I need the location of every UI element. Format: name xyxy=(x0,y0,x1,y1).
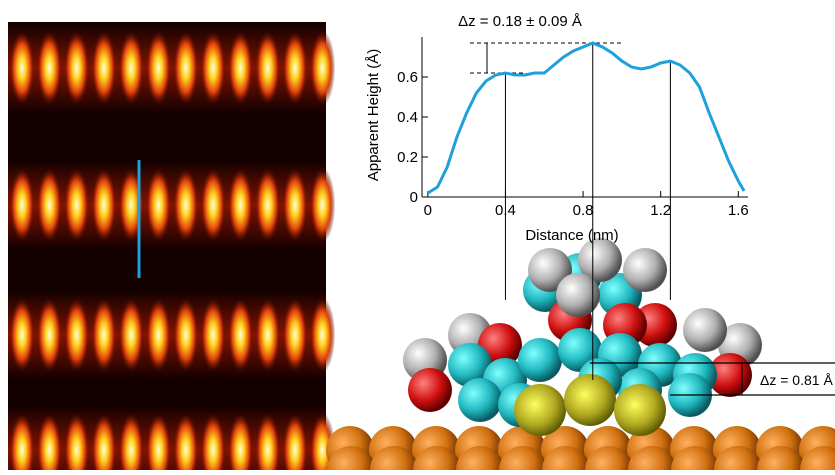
stm-blob xyxy=(64,297,90,373)
stm-blob xyxy=(91,297,117,373)
y-tick-label: 0 xyxy=(410,189,418,206)
stm-blob xyxy=(282,167,308,243)
annotation: Δz = 0.81 Å xyxy=(760,372,833,388)
x-tick-label: 0 xyxy=(424,202,432,219)
stm-blob xyxy=(227,167,253,243)
stm-blob xyxy=(173,297,199,373)
stm-blob xyxy=(146,30,172,106)
stm-blob xyxy=(146,297,172,373)
atom xyxy=(408,368,452,412)
sulfur-atom xyxy=(514,384,566,436)
stm-image xyxy=(8,22,335,470)
stm-blob xyxy=(36,30,62,106)
stm-blob xyxy=(118,30,144,106)
stm-blob xyxy=(282,30,308,106)
stm-blob xyxy=(309,297,335,373)
stm-blob xyxy=(200,297,226,373)
stm-blob xyxy=(146,167,172,243)
stm-blob xyxy=(64,30,90,106)
profile-line xyxy=(428,43,744,193)
stm-blob xyxy=(9,297,35,373)
stm-blob xyxy=(255,167,281,243)
x-tick-label: 0.8 xyxy=(573,202,594,219)
atom xyxy=(623,248,667,292)
stm-blob xyxy=(309,167,335,243)
stm-blob xyxy=(64,167,90,243)
x-axis-label: Distance (nm) xyxy=(525,227,618,244)
y-tick-label: 0.2 xyxy=(397,149,418,166)
stm-blob xyxy=(36,167,62,243)
line-chart: Δz = 0.18 ± 0.09 Å Δz = 0.81 Å Distance … xyxy=(365,13,833,388)
molecule-model xyxy=(326,238,835,470)
sulfur-atom xyxy=(614,384,666,436)
y-tick-label: 0.4 xyxy=(397,109,418,126)
y-axis-label: Apparent Height (Å) xyxy=(365,49,382,182)
carbon-atom xyxy=(518,338,562,382)
stm-blob xyxy=(200,30,226,106)
annotation: Δz = 0.18 ± 0.09 Å xyxy=(458,13,582,30)
stm-blob xyxy=(173,30,199,106)
atom xyxy=(556,273,600,317)
stm-blob xyxy=(282,297,308,373)
stm-blob xyxy=(200,167,226,243)
stm-blob xyxy=(255,30,281,106)
stm-blob xyxy=(9,167,35,243)
stm-blob xyxy=(9,30,35,106)
x-tick-label: 1.2 xyxy=(650,202,671,219)
x-tick-label: 1.6 xyxy=(728,202,749,219)
stm-blob xyxy=(227,30,253,106)
figure: Δz = 0.18 ± 0.09 Å Δz = 0.81 Å Distance … xyxy=(0,0,835,470)
y-tick-label: 0.6 xyxy=(397,69,418,86)
sulfur-atom xyxy=(564,374,616,426)
stm-blob xyxy=(36,297,62,373)
stm-blob xyxy=(255,297,281,373)
stm-blob xyxy=(173,167,199,243)
stm-blob xyxy=(91,167,117,243)
atom xyxy=(683,308,727,352)
stm-blob xyxy=(118,297,144,373)
stm-blob xyxy=(227,297,253,373)
carbon-atom xyxy=(458,378,502,422)
stm-blob xyxy=(91,30,117,106)
stm-blob xyxy=(309,30,335,106)
